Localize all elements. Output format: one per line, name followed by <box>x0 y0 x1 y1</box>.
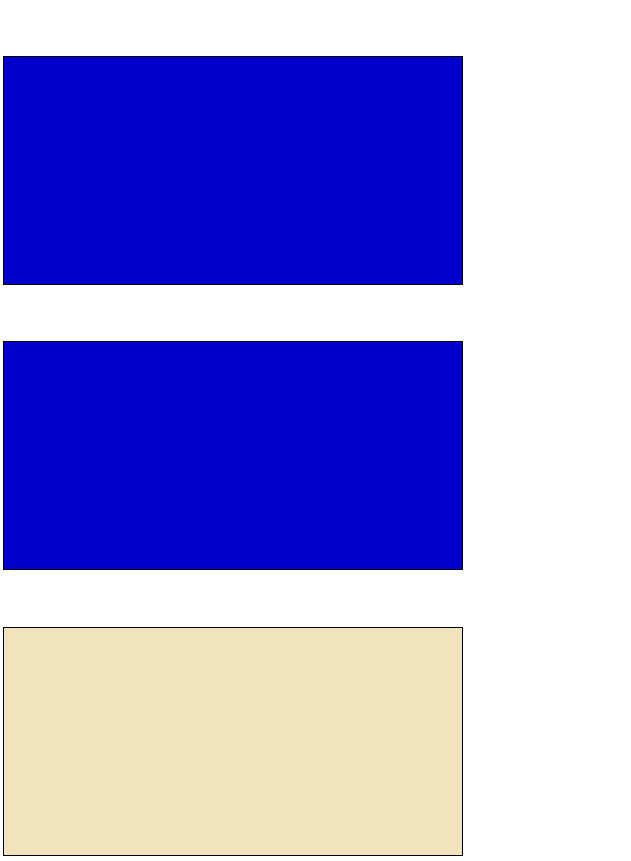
panel-1-colorbar <box>520 97 631 277</box>
panel-3-colorbar <box>520 671 631 851</box>
panel-1-map-canvas <box>3 56 463 285</box>
panel-2-map-canvas <box>3 341 463 570</box>
panel-3-map-canvas <box>3 627 463 856</box>
panel-2-colorbar <box>520 383 631 563</box>
